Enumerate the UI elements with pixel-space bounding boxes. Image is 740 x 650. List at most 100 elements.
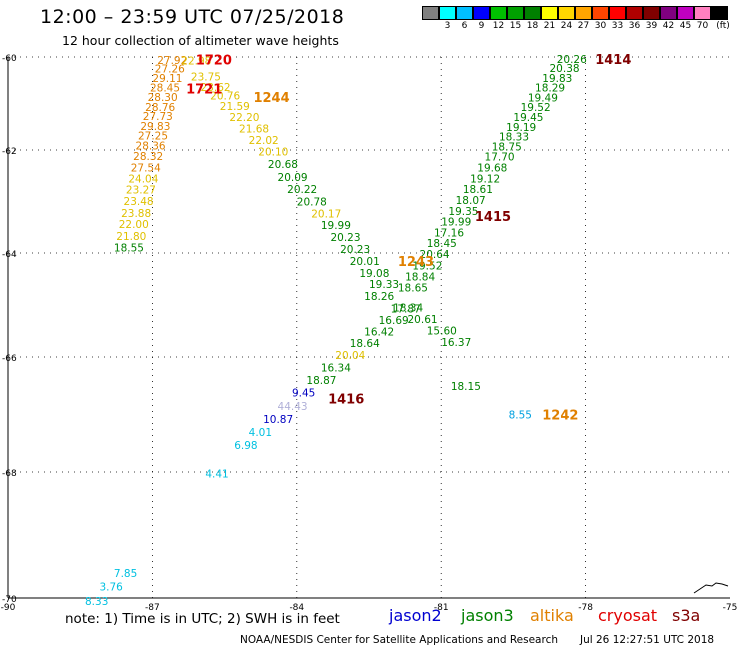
page-subtitle: 12 hour collection of altimeter wave hei… [62, 33, 339, 48]
colorbar-swatch [473, 6, 490, 20]
wave-height-label: 18.26 [364, 291, 394, 303]
wave-height-label: 23.48 [124, 196, 154, 208]
latitude-tick-label: -62 [2, 147, 17, 157]
wave-height-label: 21.68 [239, 124, 269, 136]
wave-height-label: 18.75 [492, 141, 522, 153]
wave-height-label: 23.75 [191, 72, 221, 84]
pass-time-label: 1242 [542, 409, 578, 424]
longitude-tick-label: -90 [1, 603, 16, 613]
wave-height-label: 23.27 [126, 185, 156, 197]
colorbar-swatch [592, 6, 609, 20]
wave-height-label: 22.00 [119, 219, 149, 231]
colorbar-label: 45 [679, 21, 692, 31]
wave-height-label: 23.62 [201, 82, 231, 94]
timestamp-text: Jul 26 12:27:51 UTC 2018 [580, 634, 715, 646]
wave-height-label: 16.34 [321, 362, 351, 374]
wave-height-label: 20.22 [287, 184, 317, 196]
wave-height-label: 18.29 [535, 83, 565, 95]
wave-height-label: 3.76 [99, 582, 123, 594]
wave-height-label: 21.80 [116, 231, 146, 243]
wave-height-label: 23.88 [121, 208, 151, 220]
wave-height-label: 18.55 [114, 242, 144, 254]
latitude-tick-label: -64 [2, 250, 17, 260]
wave-height-label: 18.84 [405, 271, 435, 283]
longitude-tick-label: -84 [289, 603, 304, 613]
wave-height-label: 19.68 [477, 163, 507, 175]
wave-height-label: 29.83 [140, 121, 170, 133]
colorbar-unit: (ft) [716, 21, 730, 31]
wave-height-label: 27.25 [138, 131, 168, 143]
wave-height-label: 27.26 [155, 64, 185, 76]
wave-height-label: 16.37 [441, 337, 471, 349]
longitude-tick-label: -87 [145, 603, 160, 613]
colorbar-label: 36 [628, 21, 641, 31]
wave-height-label: 19.08 [359, 268, 389, 280]
wave-height-label: 4.41 [205, 468, 228, 480]
wave-height-label: 21.59 [220, 101, 250, 113]
wave-height-label: 28.32 [133, 151, 163, 163]
colorbar-label: 30 [594, 21, 607, 31]
wave-height-label: 20.01 [350, 256, 380, 268]
coastline [693, 582, 729, 594]
legend-item-jason2: jason2 [389, 606, 442, 625]
wave-height-label: 19.49 [528, 92, 558, 104]
wave-height-label: 19.99 [321, 220, 351, 232]
wave-height-label: 18.07 [456, 195, 486, 207]
wave-height-label: 19.19 [506, 122, 536, 134]
wave-height-label: 28.45 [150, 83, 180, 95]
wave-height-label: 19.83 [542, 73, 572, 85]
wave-height-label: 28.30 [148, 92, 178, 104]
page-title: 12:00 – 23:59 UTC 07/25/2018 [40, 6, 345, 28]
wave-height-label: 19.12 [470, 173, 500, 185]
pass-time-label: 1415 [475, 210, 511, 225]
wave-height-label: 16.69 [379, 315, 409, 327]
wave-height-label: 19.52 [412, 260, 442, 272]
wave-height-label: 18.33 [499, 132, 529, 144]
wave-height-label: 19.35 [448, 206, 478, 218]
wave-height-label: 27.73 [143, 111, 173, 123]
latitude-tick-label: -66 [2, 354, 17, 364]
wave-height-label: 22.20 [229, 112, 259, 124]
wave-height-label: 8.55 [509, 410, 532, 422]
wave-height-label: 20.38 [550, 63, 580, 75]
pass-time-label: 1243 [398, 255, 434, 270]
wave-height-label: 20.23 [340, 244, 370, 256]
colorbar-label: 24 [560, 21, 573, 31]
wave-height-label: 18.61 [463, 184, 493, 196]
wave-height-label: 19.45 [513, 112, 543, 124]
wave-height-label: 20.26 [557, 54, 587, 66]
wave-height-label: 20.68 [268, 159, 298, 171]
credit-text: NOAA/NESDIS Center for Satellite Applica… [240, 634, 558, 646]
wave-height-label: 20.10 [258, 147, 288, 159]
wave-height-label: 22.98 [181, 56, 211, 68]
wave-height-label: 10.87 [263, 414, 293, 426]
wave-height-label: 20.23 [330, 232, 360, 244]
wave-height-label: 16.42 [364, 327, 394, 339]
wave-height-label: 27.92 [157, 55, 187, 67]
colorbar-swatch [422, 6, 439, 20]
colorbar-swatch [694, 6, 711, 20]
wave-height-label: 20.04 [335, 350, 365, 362]
wave-height-label: 18.45 [427, 238, 457, 250]
wave-height-label: 19.33 [369, 279, 399, 291]
wave-height-label: 20.76 [210, 91, 240, 103]
colorbar-swatch [609, 6, 626, 20]
colorbar-swatch [439, 6, 456, 20]
wave-height-label: 28.36 [136, 140, 166, 152]
colorbar-label: 15 [509, 21, 522, 31]
colorbar-label: 12 [492, 21, 505, 31]
wave-height-label: 20.78 [297, 197, 327, 209]
wave-height-label: 24.04 [128, 173, 158, 185]
wave-height-label: 6.98 [234, 440, 257, 452]
wave-height-label: 15.60 [427, 325, 457, 337]
wave-height-label: 18.65 [398, 282, 428, 294]
wave-height-label: 18.15 [451, 381, 481, 393]
wave-height-label: 18.64 [350, 338, 380, 350]
wave-height-label: 7.85 [114, 568, 137, 580]
colorbar-swatch [456, 6, 473, 20]
pass-time-label: 1244 [253, 91, 289, 106]
wave-height-label: 9.45 [292, 388, 315, 400]
colorbar-label: 33 [611, 21, 624, 31]
legend-item-jason3: jason3 [461, 606, 514, 625]
